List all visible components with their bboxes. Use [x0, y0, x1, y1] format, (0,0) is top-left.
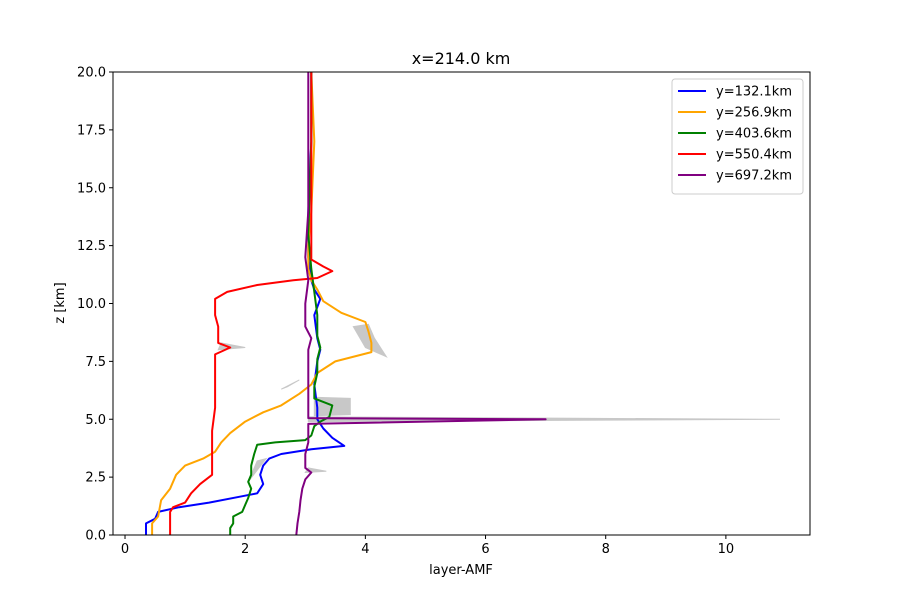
y-tick-label: 17.5: [77, 123, 106, 138]
series-line-3: [229, 72, 334, 535]
legend-label-1: y=132.1km: [716, 85, 792, 100]
y-tick-label: 20.0: [77, 66, 106, 81]
series-lines: [145, 71, 547, 536]
legend-label-2: y=256.9km: [716, 106, 792, 121]
y-axis-ticks: 0.0 2.5 5.0 7.5 10.0 12.5 15.0 17.5 20.0: [77, 66, 113, 544]
y-tick-label: 12.5: [77, 239, 106, 254]
y-tick-label: 10.0: [77, 297, 106, 312]
legend-label-3: y=403.6km: [716, 127, 792, 142]
x-tick-label: 4: [361, 542, 369, 557]
series-line-4: [169, 72, 334, 535]
y-tick-label: 15.0: [77, 181, 106, 196]
legend-box: [671, 78, 804, 195]
x-tick-label: 2: [241, 542, 249, 557]
series-line-2: [151, 71, 373, 535]
x-axis-ticks: 0 2 4 6 8 10: [121, 535, 734, 557]
chart-title: x=214.0 km: [412, 49, 511, 68]
uncertainty-band-7: [280, 379, 300, 390]
x-tick-label: 0: [121, 542, 129, 557]
y-tick-label: 0.0: [85, 529, 106, 544]
x-axis-label: layer-AMF: [429, 563, 493, 578]
y-axis-label: z [km]: [53, 282, 68, 323]
x-tick-label: 6: [481, 542, 489, 557]
legend-label-5: y=697.2km: [716, 169, 792, 184]
x-tick-label: 10: [718, 542, 735, 557]
x-tick-label: 8: [602, 542, 610, 557]
uncertainty-band-5: [247, 457, 268, 483]
y-tick-label: 7.5: [85, 355, 106, 370]
legend-label-4: y=550.4km: [716, 148, 792, 163]
y-tick-label: 2.5: [85, 471, 106, 486]
series-line-5: [295, 72, 547, 536]
legend: y=132.1km y=256.9km y=403.6km y=550.4km y=69…: [671, 78, 804, 195]
y-tick-label: 5.0: [85, 413, 106, 428]
